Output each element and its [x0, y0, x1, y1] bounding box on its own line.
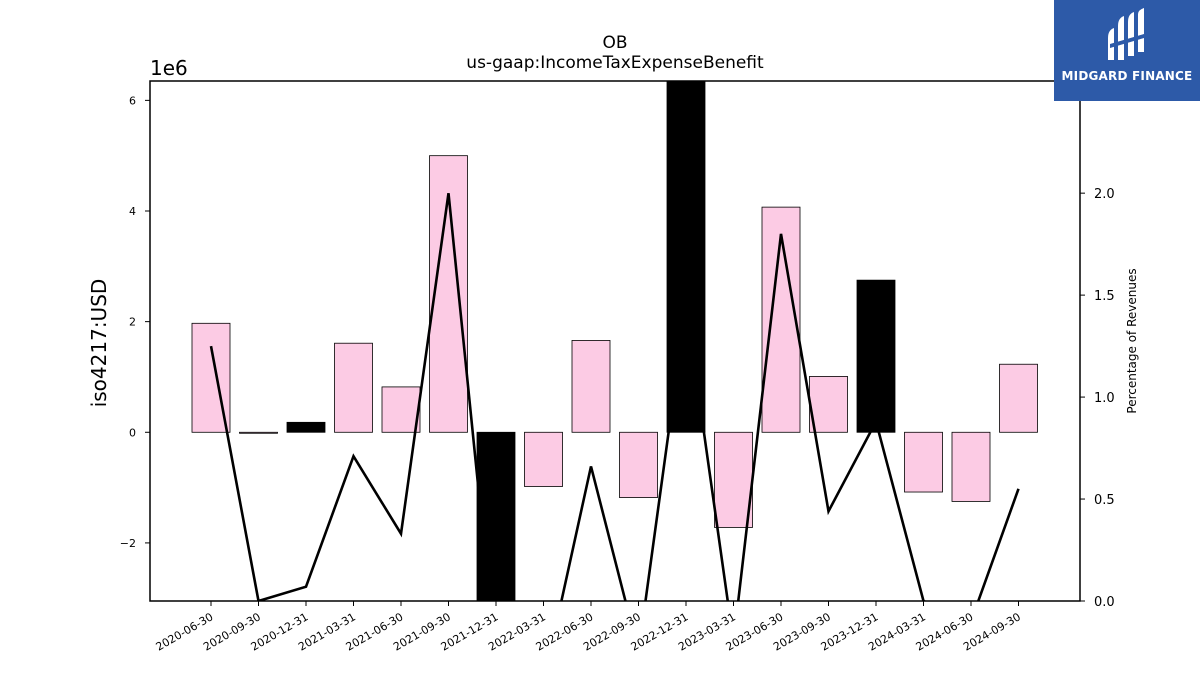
- bar-2022-12-31: [666, 80, 706, 433]
- bar-2024-06-30: [951, 431, 991, 502]
- bar-2024-03-31: [904, 431, 943, 493]
- bar-2022-06-30: [571, 340, 611, 433]
- y-tick-label: 2: [129, 316, 136, 329]
- y2-tick-label: 0.0: [1094, 595, 1115, 610]
- bar-2021-03-31: [334, 342, 373, 433]
- y2-tick-label: 0.5: [1094, 493, 1115, 508]
- chart-subtitle: us-gaap:IncomeTaxExpenseBenefit: [466, 53, 764, 73]
- y2-tick-label: 1.0: [1094, 391, 1115, 406]
- bars-layer: [191, 80, 1038, 602]
- y-tick-label: 6: [129, 94, 136, 107]
- bar-2022-09-30: [619, 431, 658, 498]
- bar-2021-12-31: [476, 431, 516, 602]
- midgard-logo-icon: [1108, 8, 1144, 60]
- y-offset-label: 1e6: [150, 56, 188, 80]
- y2-tick-label: 2.0: [1094, 187, 1115, 202]
- bar-2023-09-30: [809, 376, 848, 433]
- brand-logo: MIDGARD FINANCE: [1054, 0, 1200, 101]
- bar-2024-09-30: [999, 363, 1038, 433]
- y-tick-label: 4: [129, 205, 136, 218]
- bar-2020-12-31: [286, 421, 326, 433]
- bar-2023-03-31: [714, 431, 753, 528]
- bar-2020-09-30: [239, 431, 278, 434]
- bar-2021-06-30: [381, 386, 421, 433]
- y-tick-label: 0: [129, 426, 136, 439]
- percentage-line: [209, 193, 1020, 601]
- y2-axis-label: Percentage of Revenues: [1125, 268, 1139, 413]
- brand-name: MIDGARD FINANCE: [1061, 69, 1193, 83]
- y-axis-label: iso4217:USD: [87, 279, 111, 408]
- bar-2022-03-31: [524, 431, 563, 487]
- line-layer: [209, 193, 1020, 601]
- bar-2023-12-31: [856, 279, 896, 433]
- plot-frame: [149, 80, 1081, 602]
- y2-tick-label: 1.5: [1094, 289, 1115, 304]
- y-tick-label: −2: [120, 537, 136, 550]
- chart-title: OB: [602, 33, 627, 53]
